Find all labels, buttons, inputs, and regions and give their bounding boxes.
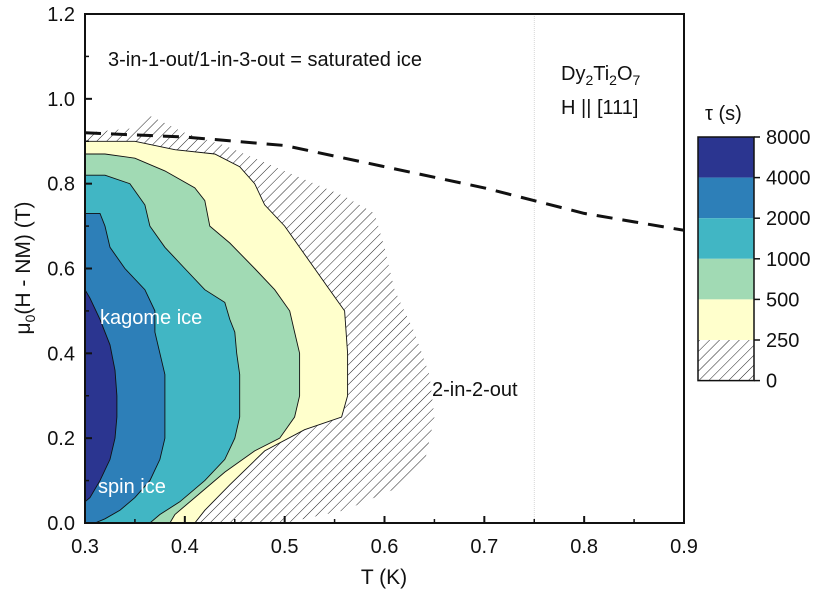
y-axis-title: μ0(H - NM) (T): [12, 201, 38, 334]
colorbar-level-label: 1000: [766, 249, 811, 271]
x-tick-label: 0.8: [570, 536, 598, 558]
material-sub-2: 2: [609, 72, 617, 88]
annotation-saturated-ice: 3-in-1-out/1-in-3-out = saturated ice: [108, 49, 422, 71]
colorbar-swatch: [698, 299, 754, 340]
x-tick-label: 0.6: [371, 536, 399, 558]
y-tick-label: 0.8: [47, 174, 75, 196]
y-tick-label: 1.0: [47, 89, 75, 111]
x-axis-title: T (K): [361, 566, 407, 589]
y-tick-label: 0.2: [47, 428, 75, 450]
colorbar-swatch: [698, 340, 754, 381]
contour-region-4000: [85, 288, 118, 503]
material-o: O: [617, 63, 633, 85]
x-axis-ticks: 0.3 0.4 0.5 0.6 0.7 0.8 0.9: [71, 516, 698, 558]
y-axis-title-main: μ: [12, 322, 35, 334]
x-tick-label: 0.7: [470, 536, 498, 558]
material-label: Dy2Ti2O7: [561, 63, 641, 88]
contour-fills: [85, 115, 435, 523]
annotation-spin-ice: spin ice: [98, 476, 166, 498]
x-tick-label: 0.5: [271, 536, 299, 558]
colorbar-level-label: 250: [766, 330, 799, 352]
y-tick-label: 0.0: [47, 513, 75, 535]
x-tick-label: 0.9: [670, 536, 698, 558]
y-tick-label: 1.2: [47, 4, 75, 26]
material-dy: Dy: [561, 63, 585, 85]
colorbar: 8000 4000 2000 1000 500 250 0: [697, 127, 811, 393]
material-sub-1: 2: [585, 72, 593, 88]
colorbar-swatch: [698, 137, 754, 178]
colorbar-level-label: 4000: [766, 168, 811, 190]
annotation-2-in-2-out: 2-in-2-out: [432, 379, 518, 401]
y-axis-title-sub: 0: [22, 314, 38, 322]
colorbar-swatch: [698, 218, 754, 259]
field-direction-label: H || [111]: [561, 97, 638, 119]
colorbar-title: τ (s): [705, 103, 742, 125]
y-tick-label: 0.6: [47, 259, 75, 281]
colorbar-swatch: [698, 258, 754, 300]
annotation-kagome-ice: kagome ice: [100, 307, 202, 329]
y-axis-ticks: 0.0 0.2 0.4 0.6 0.8 1.0 1.2: [47, 4, 92, 535]
saturation-dashed-line: [85, 131, 684, 232]
material-sub-3: 7: [633, 72, 641, 88]
colorbar-level-label: 2000: [766, 208, 811, 230]
x-tick-label: 0.3: [71, 536, 99, 558]
x-tick-label: 0.4: [171, 536, 199, 558]
colorbar-level-label: 500: [766, 289, 799, 311]
y-tick-label: 0.4: [47, 343, 75, 365]
y-axis-title-rest: (H - NM) (T): [12, 201, 35, 314]
colorbar-swatch: [698, 177, 754, 219]
colorbar-level-label: 0: [766, 371, 777, 393]
colorbar-level-label: 8000: [766, 127, 811, 149]
material-ti: Ti: [593, 63, 609, 85]
